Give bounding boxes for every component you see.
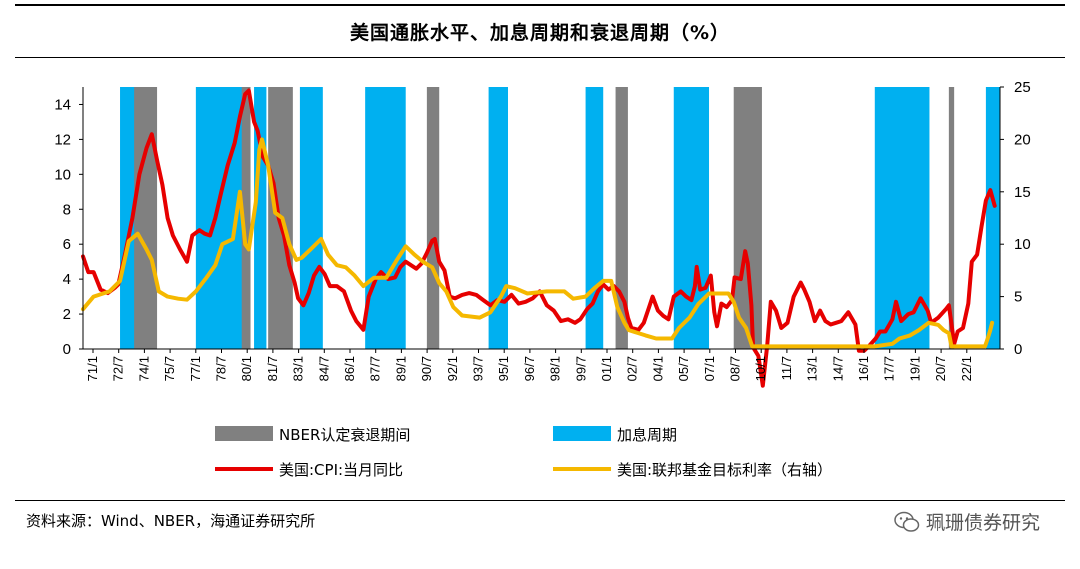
x-tick-label: 96/7	[522, 356, 537, 381]
x-tick-label: 08/7	[728, 356, 743, 381]
legend-label-hiking: 加息周期	[617, 426, 677, 444]
x-tick-label: 71/1	[85, 356, 100, 381]
legend-label-ffr: 美国:联邦基金目标利率（右轴）	[617, 461, 832, 479]
recession-period-band	[134, 87, 158, 349]
x-tick-label: 95/1	[496, 356, 511, 381]
y-left-tick-label: 8	[63, 201, 71, 218]
period-bands	[120, 87, 1000, 349]
x-tick-label: 19/1	[907, 356, 922, 381]
x-tick-label: 04/1	[650, 356, 665, 381]
x-tick-label: 74/1	[136, 356, 151, 381]
recession-period-band	[733, 87, 762, 349]
top-rule	[15, 4, 1065, 6]
legend-swatch-recession	[215, 426, 273, 441]
x-tick-label: 13/1	[805, 356, 820, 381]
y-left-tick-label: 2	[63, 306, 71, 323]
x-tick-label: 89/1	[393, 356, 408, 381]
x-tick-label: 16/1	[856, 356, 871, 381]
legend-label-recession: NBER认定衰退期间	[279, 426, 410, 444]
x-tick-label: 90/7	[419, 356, 434, 381]
y-left-tick-label: 12	[54, 131, 71, 148]
hiking-period-band	[365, 87, 406, 349]
chart-area: 0 2 4 6 8 10 12 14 0 5 10 15 20 25 71/1 72/7 74/1 75/7 77/…	[54, 79, 1030, 479]
x-tick-label: 01/1	[599, 356, 614, 381]
axes: 0 2 4 6 8 10 12 14 0 5 10 15 20 25 71/1 72/7 74/1 75/7 77/…	[54, 79, 1030, 381]
x-tick-label: 11/7	[779, 356, 794, 380]
legend-label-cpi: 美国:CPI:当月同比	[279, 461, 403, 479]
y-left-tick-label: 6	[63, 236, 71, 253]
watermark-text: 珮珊债券研究	[925, 512, 1040, 534]
recession-period-band	[241, 87, 251, 349]
x-tick-label: 84/7	[316, 356, 331, 381]
y-right-tick-label: 0	[1014, 341, 1022, 358]
y-right-tick-label: 15	[1014, 184, 1031, 201]
cpi-yoy-line	[81, 88, 997, 388]
recession-period-band	[948, 87, 955, 349]
y-left-tick-label: 4	[63, 271, 71, 288]
y-right-tick-label: 10	[1014, 236, 1031, 253]
x-tick-label: 20/7	[933, 356, 948, 381]
y-right-tick-label: 20	[1014, 131, 1031, 148]
x-tick-label: 75/7	[162, 356, 177, 381]
watermark: 珮珊债券研究	[894, 508, 1040, 535]
y-left-tick-label: 0	[63, 341, 71, 358]
hiking-period-band	[299, 87, 323, 349]
x-tick-label: 87/7	[368, 356, 383, 381]
hiking-period-band	[488, 87, 508, 349]
legend-swatch-hiking	[553, 426, 611, 441]
wechat-icon	[894, 511, 920, 532]
y-left-tick-label: 14	[54, 96, 71, 113]
source-note: 资料来源：Wind、NBER，海通证券研究所	[26, 512, 316, 530]
title-rule	[15, 57, 1065, 58]
y-right-tick-label: 5	[1014, 289, 1022, 306]
x-tick-label: 22/1	[959, 356, 974, 381]
x-tick-label: 81/7	[265, 356, 280, 381]
x-tick-label: 78/7	[214, 356, 229, 381]
x-tick-label: 17/7	[882, 356, 897, 381]
hiking-period-band	[985, 87, 1000, 349]
bottom-rule	[15, 500, 1065, 501]
y-left-tick-label: 10	[54, 166, 71, 183]
fed-funds-rate-line	[81, 137, 995, 349]
x-tick-label: 14/7	[830, 356, 845, 381]
x-tick-label: 02/7	[625, 356, 640, 381]
hiking-period-band	[874, 87, 930, 349]
x-tick-label: 07/1	[702, 356, 717, 381]
chart-title: 美国通胀水平、加息周期和衰退周期（%）	[349, 22, 731, 44]
recession-period-band	[615, 87, 628, 349]
y-right-tick-label: 25	[1014, 79, 1031, 96]
x-tick-label: 98/1	[548, 356, 563, 381]
x-tick-label: 77/1	[188, 356, 203, 381]
series-lines	[81, 88, 997, 388]
x-tick-label: 83/1	[291, 356, 306, 381]
x-tick-label: 92/1	[445, 356, 460, 381]
x-tick-label: 86/1	[342, 356, 357, 381]
x-tick-label: 10/1	[753, 356, 768, 381]
hiking-period-band	[673, 87, 710, 349]
x-tick-label: 80/1	[239, 356, 254, 381]
x-tick-label: 05/7	[676, 356, 691, 381]
x-tick-label: 99/7	[573, 356, 588, 381]
x-tick-label: 93/7	[471, 356, 486, 381]
recession-period-band	[426, 87, 440, 349]
x-tick-label: 72/7	[111, 356, 126, 381]
